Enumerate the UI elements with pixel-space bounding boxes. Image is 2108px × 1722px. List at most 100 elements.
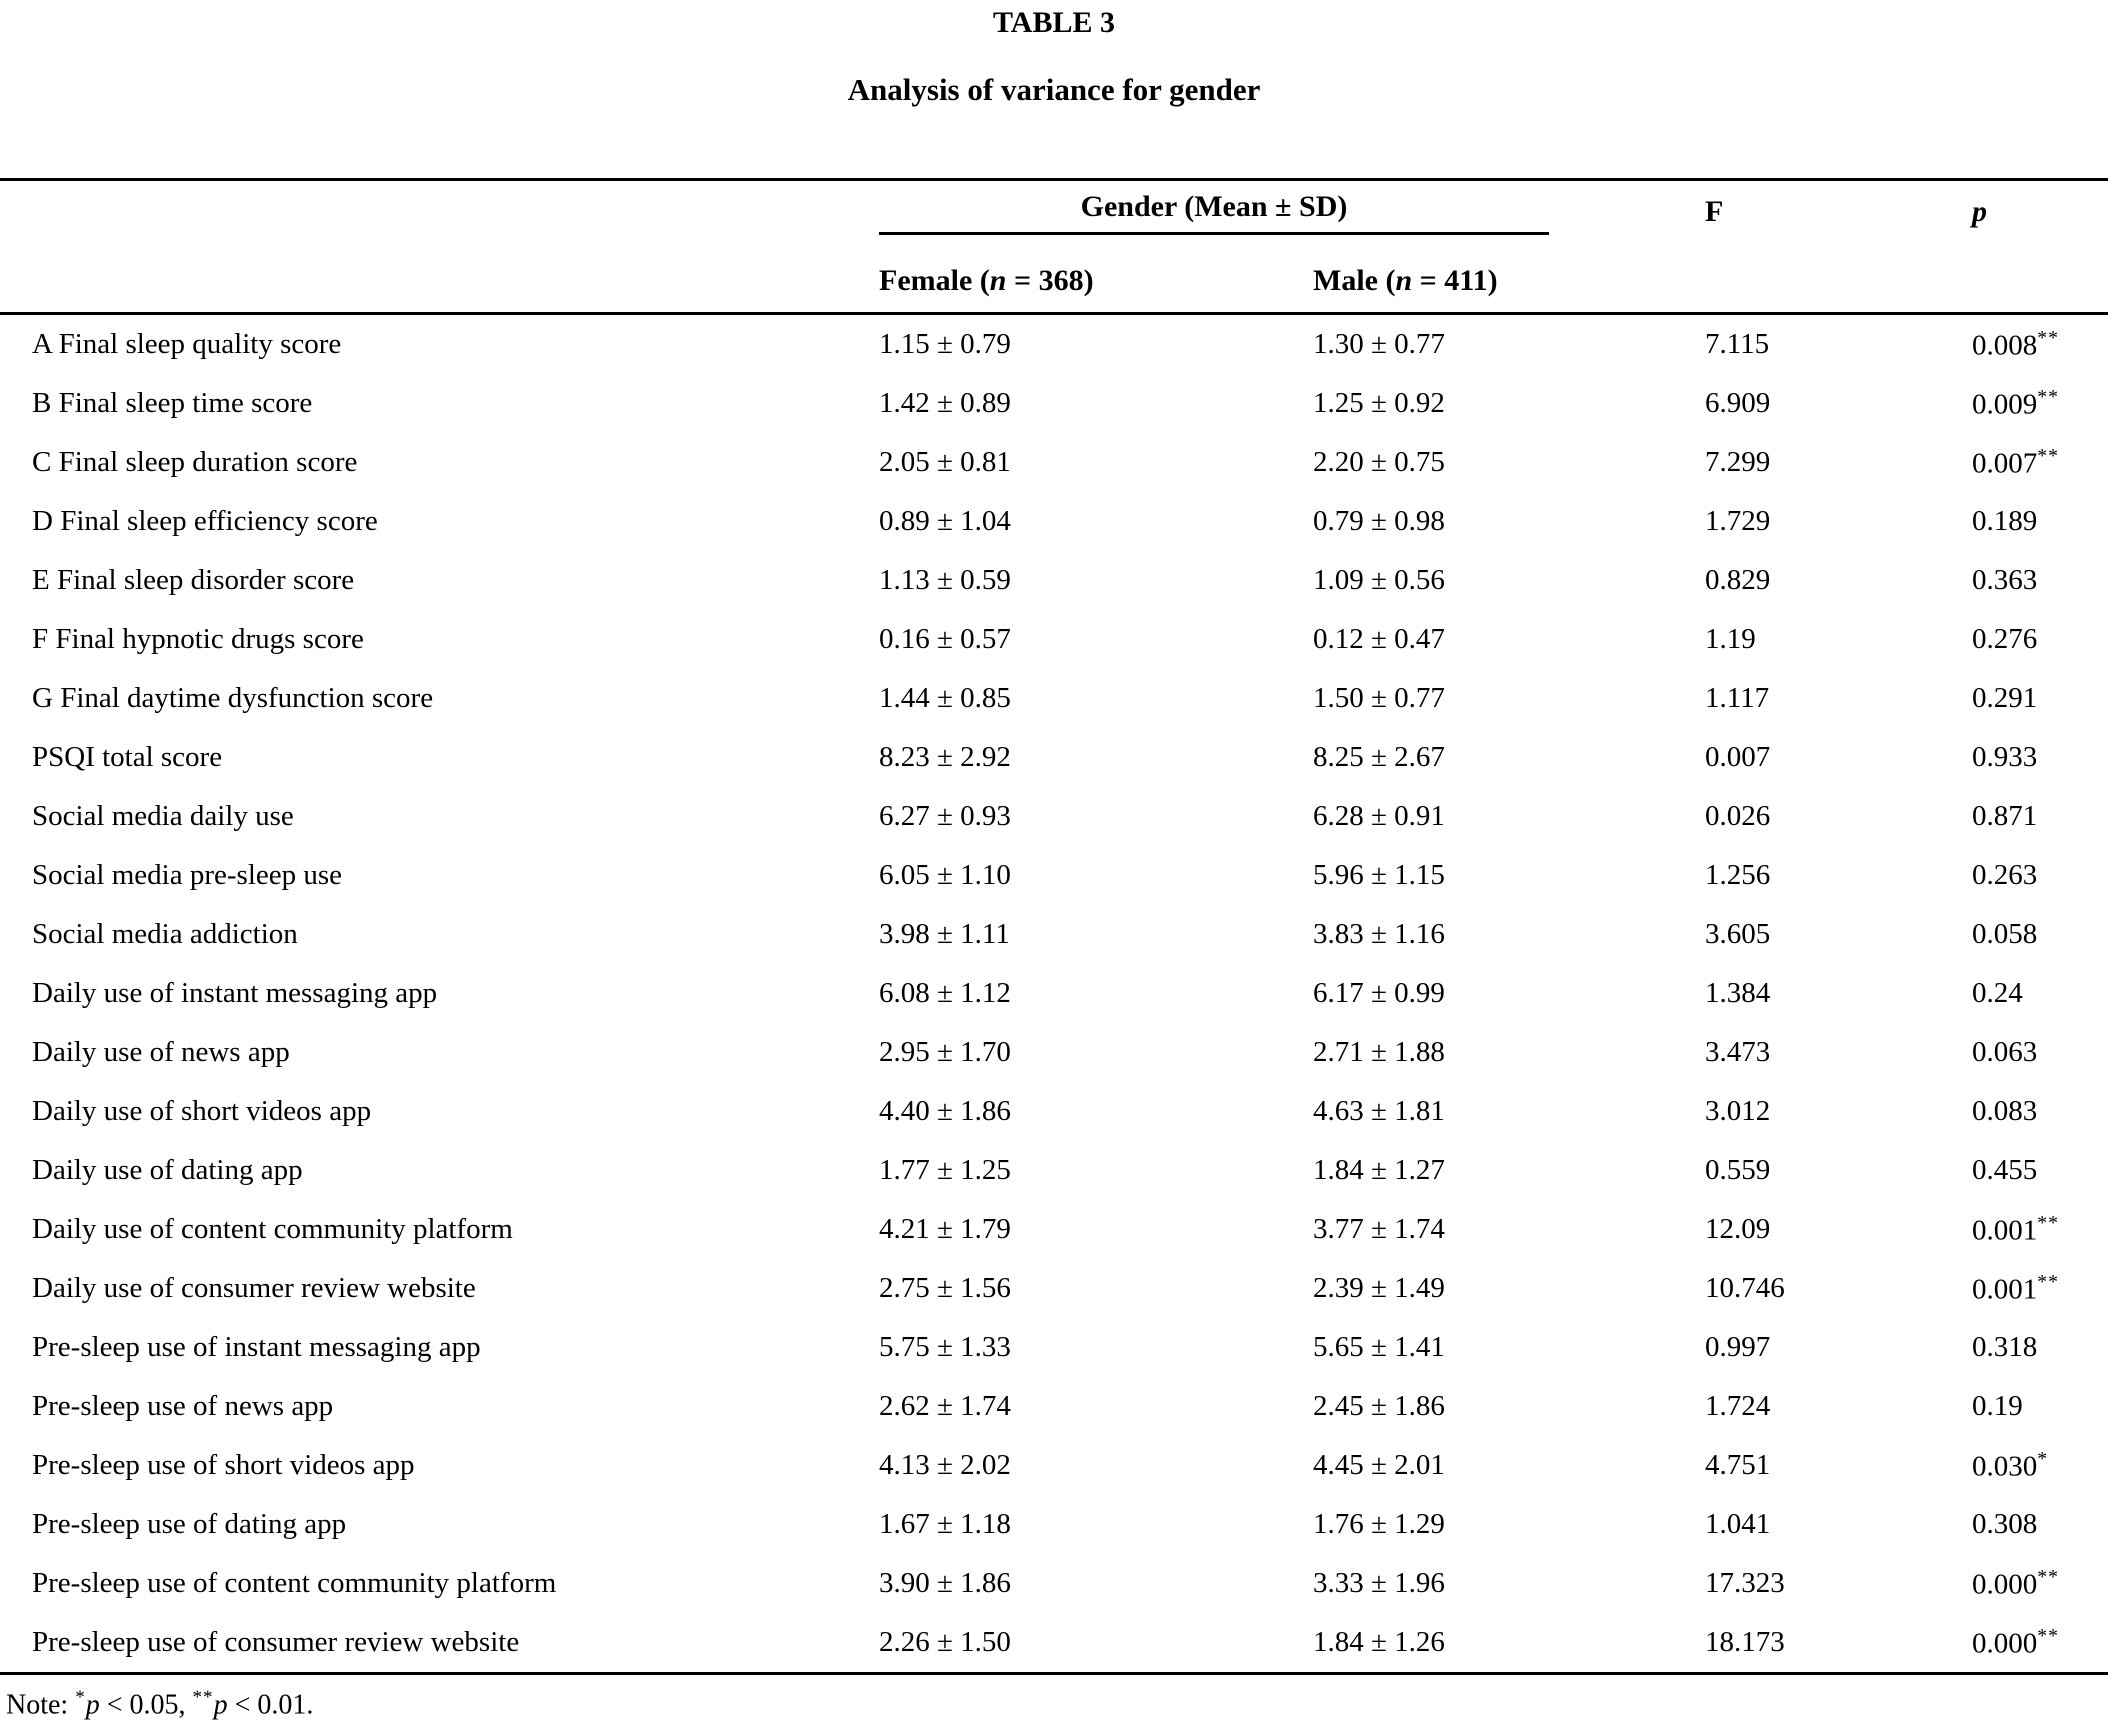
- female-value: 1.77 ± 1.25: [879, 1154, 1011, 1186]
- gender-group-header-cell: Gender (Mean ± SD): [879, 180, 1705, 244]
- gender-group-header: Gender (Mean ± SD): [879, 190, 1549, 235]
- row-label: Pre-sleep use of short videos app: [32, 1449, 415, 1481]
- table-row: Pre-sleep use of dating app 1.67 ± 1.18 1.…: [0, 1495, 2108, 1554]
- row-label: Daily use of content community platform: [32, 1213, 513, 1245]
- p-value: 0.871: [1972, 800, 2038, 832]
- male-value: 5.96 ± 1.15: [1313, 859, 1445, 891]
- text-part: p: [85, 1689, 100, 1721]
- male-column-header: Male (n = 411): [1313, 243, 1705, 315]
- female-value: 0.89 ± 1.04: [879, 505, 1011, 537]
- row-label: Daily use of dating app: [32, 1154, 303, 1186]
- f-value: 0.026: [1705, 800, 1771, 832]
- female-value: 6.05 ± 1.10: [879, 859, 1011, 891]
- table-row: Pre-sleep use of consumer review website…: [0, 1613, 2108, 1674]
- row-label: F Final hypnotic drugs score: [32, 623, 364, 655]
- p-value: 0.030*: [1972, 1447, 2049, 1483]
- table-row: Pre-sleep use of content community platf…: [0, 1554, 2108, 1613]
- p-value: 0.24: [1972, 977, 2023, 1009]
- female-value: 4.21 ± 1.79: [879, 1213, 1011, 1245]
- row-label: D Final sleep efficiency score: [32, 505, 378, 537]
- row-label: A Final sleep quality score: [32, 328, 342, 360]
- table-row: Pre-sleep use of instant messaging app 5.…: [0, 1318, 2108, 1377]
- female-value: 1.67 ± 1.18: [879, 1508, 1011, 1540]
- row-label: PSQI total score: [32, 741, 223, 773]
- empty-header-cell: [0, 180, 879, 244]
- row-label: Daily use of consumer review website: [32, 1272, 476, 1304]
- f-value: 0.007: [1705, 741, 1771, 773]
- significance-stars: **: [2037, 1211, 2059, 1234]
- f-value: 1.256: [1705, 859, 1771, 891]
- table-note: Note: *p < 0.05, **p < 0.01.: [0, 1687, 2108, 1721]
- male-value: 2.39 ± 1.49: [1313, 1272, 1445, 1304]
- text-part: *: [75, 1687, 86, 1708]
- p-value: 0.291: [1972, 682, 2038, 714]
- f-value: 17.323: [1705, 1567, 1785, 1599]
- female-value: 0.16 ± 0.57: [879, 623, 1011, 655]
- f-value: 1.19: [1705, 623, 1756, 655]
- f-value: 3.605: [1705, 918, 1771, 950]
- table-row: PSQI total score 8.23 ± 2.92 8.25 ± 2.67 0.…: [0, 728, 2108, 787]
- table-row: Social media addiction 3.98 ± 1.11 3.83 ± …: [0, 905, 2108, 964]
- female-value: 2.62 ± 1.74: [879, 1390, 1011, 1422]
- text-part: Male (: [1313, 263, 1396, 297]
- female-value: 2.26 ± 1.50: [879, 1626, 1011, 1658]
- row-label: Social media daily use: [32, 800, 294, 832]
- table-row: Daily use of dating app 1.77 ± 1.25 1.84 ±…: [0, 1141, 2108, 1200]
- table-row: Social media pre-sleep use 6.05 ± 1.10 5.9…: [0, 846, 2108, 905]
- p-value: 0.001**: [1972, 1270, 2059, 1306]
- male-value: 6.17 ± 0.99: [1313, 977, 1445, 1009]
- male-value: 6.28 ± 0.91: [1313, 800, 1445, 832]
- male-value: 2.20 ± 0.75: [1313, 446, 1445, 478]
- f-value: 3.012: [1705, 1095, 1771, 1127]
- text-part: **: [192, 1687, 214, 1708]
- male-value: 1.25 ± 0.92: [1313, 387, 1445, 419]
- female-value: 1.44 ± 0.85: [879, 682, 1011, 714]
- table-row: F Final hypnotic drugs score 0.16 ± 0.57 0…: [0, 610, 2108, 669]
- table-row: C Final sleep duration score 2.05 ± 0.81 2…: [0, 433, 2108, 492]
- table-row: Daily use of content community platform 4…: [0, 1200, 2108, 1259]
- male-value: 2.45 ± 1.86: [1313, 1390, 1445, 1422]
- table-row: Daily use of instant messaging app 6.08 ±…: [0, 964, 2108, 1023]
- p-value: 0.318: [1972, 1331, 2038, 1363]
- female-value: 3.90 ± 1.86: [879, 1567, 1011, 1599]
- p-value: 0.276: [1972, 623, 2038, 655]
- table-row: Pre-sleep use of news app 2.62 ± 1.74 2.45…: [0, 1377, 2108, 1436]
- table-row: Daily use of short videos app 4.40 ± 1.86…: [0, 1082, 2108, 1141]
- male-value: 3.33 ± 1.96: [1313, 1567, 1445, 1599]
- table-row: Daily use of news app 2.95 ± 1.70 2.71 ± 1…: [0, 1023, 2108, 1082]
- f-value: 3.473: [1705, 1036, 1771, 1068]
- female-value: 2.75 ± 1.56: [879, 1272, 1011, 1304]
- significance-stars: **: [2037, 1270, 2059, 1293]
- male-value: 1.50 ± 0.77: [1313, 682, 1445, 714]
- text-part: p: [213, 1689, 228, 1721]
- p-column-header: p: [1972, 195, 1987, 229]
- significance-stars: *: [2037, 1447, 2049, 1470]
- table-row: E Final sleep disorder score 1.13 ± 0.59 1…: [0, 551, 2108, 610]
- table-row: B Final sleep time score 1.42 ± 0.89 1.25 …: [0, 374, 2108, 433]
- p-value: 0.19: [1972, 1390, 2023, 1422]
- male-value: 1.09 ± 0.56: [1313, 564, 1445, 596]
- row-label: Social media addiction: [32, 918, 298, 950]
- f-value: 1.117: [1705, 682, 1770, 714]
- table-row: Daily use of consumer review website 2.75…: [0, 1259, 2108, 1318]
- male-value: 0.12 ± 0.47: [1313, 623, 1445, 655]
- text-part: < 0.01.: [227, 1689, 314, 1721]
- p-value: 0.263: [1972, 859, 2038, 891]
- f-value: 18.173: [1705, 1626, 1785, 1658]
- p-value: 0.189: [1972, 505, 2038, 537]
- row-label: B Final sleep time score: [32, 387, 313, 419]
- female-value: 3.98 ± 1.11: [879, 918, 1010, 950]
- female-value: 1.42 ± 0.89: [879, 387, 1011, 419]
- p-value: 0.308: [1972, 1508, 2038, 1540]
- text-part: n: [1395, 263, 1413, 297]
- male-value: 1.30 ± 0.77: [1313, 328, 1445, 360]
- text-part: = 368): [1006, 263, 1094, 297]
- male-value: 4.63 ± 1.81: [1313, 1095, 1445, 1127]
- row-label: Pre-sleep use of content community platf…: [32, 1567, 557, 1599]
- table-row: G Final daytime dysfunction score 1.44 ± …: [0, 669, 2108, 728]
- p-value: 0.063: [1972, 1036, 2038, 1068]
- row-label: Pre-sleep use of news app: [32, 1390, 334, 1422]
- male-value: 3.83 ± 1.16: [1313, 918, 1445, 950]
- f-value: 1.724: [1705, 1390, 1771, 1422]
